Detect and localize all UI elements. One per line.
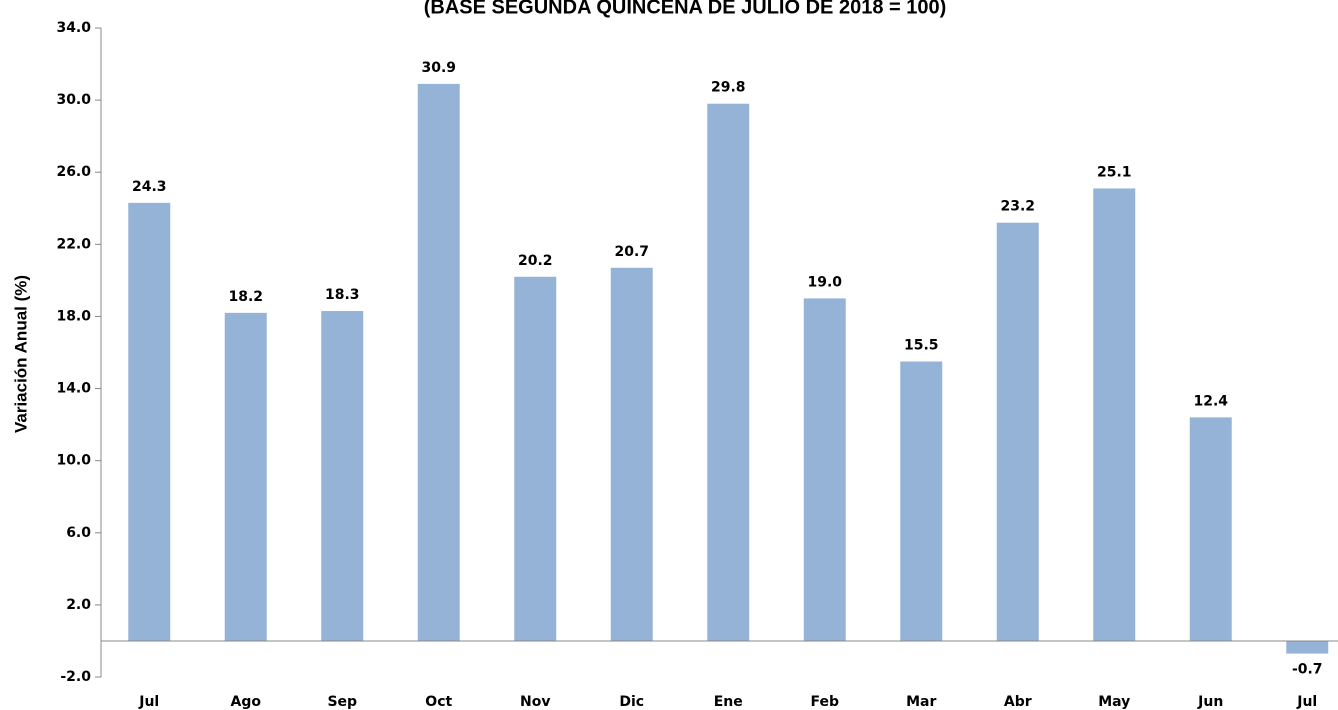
x-tick-label: Sep [327, 694, 357, 710]
data-label: 19.0 [807, 274, 842, 290]
y-axis-label: Variación Anual (%) [11, 275, 30, 433]
x-tick-label: Ago [231, 694, 262, 710]
bar [996, 222, 1039, 641]
data-label: 12.4 [1193, 393, 1228, 409]
data-label: 23.2 [1000, 199, 1035, 215]
bar [610, 267, 653, 641]
data-label: -0.7 [1292, 662, 1323, 678]
x-tick-label: Feb [810, 694, 839, 710]
y-tick-label: 10.0 [56, 453, 91, 469]
data-label: 20.7 [614, 244, 649, 260]
x-tick-label: Mar [906, 694, 936, 710]
y-tick-label: 22.0 [56, 236, 91, 252]
data-label: 15.5 [904, 338, 939, 354]
y-tick-label: 2.0 [66, 597, 91, 613]
x-tick-label: May [1098, 694, 1130, 710]
bar [128, 202, 171, 641]
bar [321, 311, 364, 641]
data-label: 25.1 [1097, 164, 1132, 180]
x-tick-label: Oct [425, 694, 452, 710]
y-tick-label: -2.0 [60, 669, 91, 685]
data-label: 30.9 [421, 60, 456, 76]
bar [1189, 417, 1232, 641]
y-tick-label: 30.0 [56, 92, 91, 108]
data-label: 20.2 [518, 253, 553, 269]
bar [803, 298, 846, 641]
chart-title: (BASE SEGUNDA QUINCENA DE JULIO DE 2018 … [424, 0, 947, 18]
bar [1286, 640, 1329, 654]
data-label: 29.8 [711, 80, 746, 96]
bar [417, 83, 460, 641]
x-tick-label: Abr [1004, 694, 1032, 710]
y-tick-label: 18.0 [56, 308, 91, 324]
bar [707, 103, 750, 641]
bar [224, 312, 267, 641]
x-tick-label: Jun [1197, 694, 1223, 710]
x-tick-label: Ene [714, 694, 743, 710]
bar [900, 361, 943, 641]
y-tick-label: 26.0 [56, 164, 91, 180]
x-tick-label: Jul [138, 694, 159, 710]
bar [514, 276, 557, 641]
y-tick-label: 34.0 [56, 20, 91, 36]
x-tick-label: Jul [1296, 694, 1317, 710]
x-tick-label: Dic [619, 694, 644, 710]
y-tick-label: 14.0 [56, 381, 91, 397]
data-label: 24.3 [132, 179, 167, 195]
data-label: 18.3 [325, 287, 360, 303]
y-tick-label: 6.0 [66, 525, 91, 541]
data-label: 18.2 [228, 289, 263, 305]
bar [1093, 188, 1136, 641]
x-tick-label: Nov [520, 694, 550, 710]
